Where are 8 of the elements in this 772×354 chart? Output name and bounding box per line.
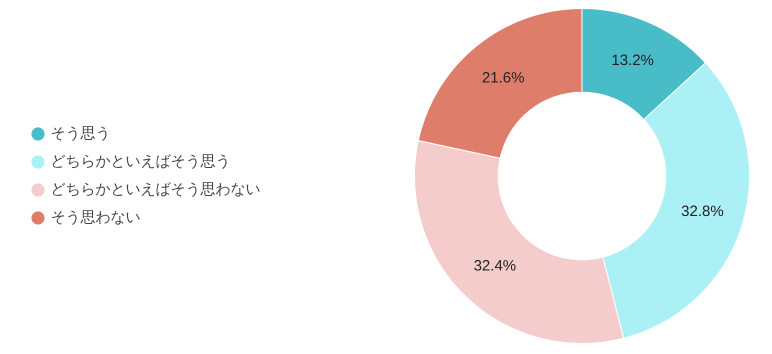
data-label: 32.4% [474, 258, 516, 275]
data-label: 21.6% [482, 69, 524, 86]
data-label: 13.2% [611, 52, 654, 70]
data-label: 32.8% [681, 202, 724, 220]
legend-label: そう思わない [50, 209, 140, 226]
legend-label: どちらかといえばそう思う [50, 153, 230, 170]
legend-label: そう思う [50, 125, 110, 142]
legend-label: どちらかといえばそう思わない [50, 181, 260, 198]
